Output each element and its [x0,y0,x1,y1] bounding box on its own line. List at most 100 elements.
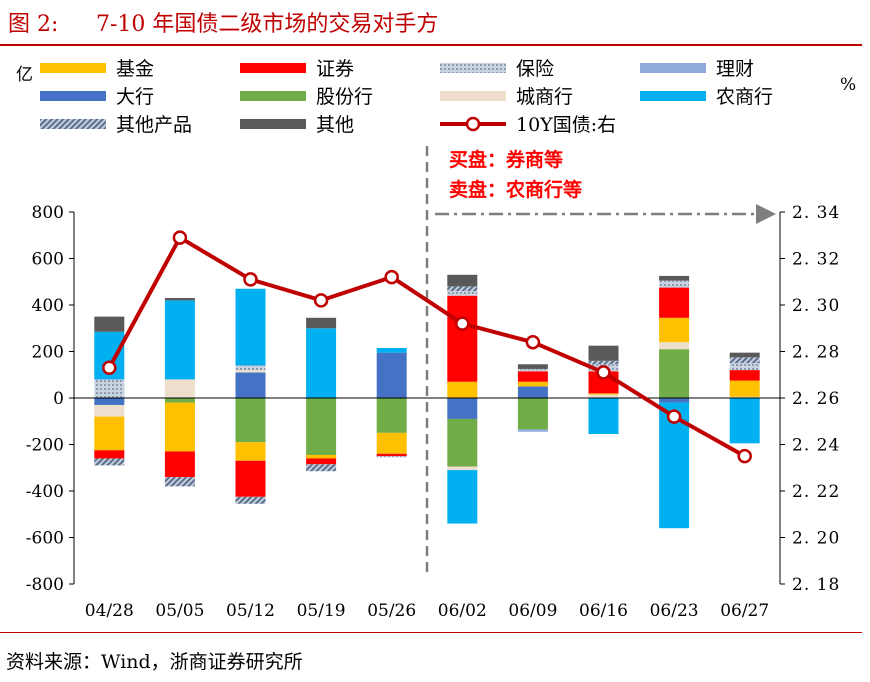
legend-label: 理财 [716,58,754,80]
bar-segment [517,364,548,369]
bar-segment [447,398,478,419]
bar-segment [376,456,407,458]
x-tick-label: 05/05 [155,601,204,621]
bar-segment [517,398,548,430]
legend-item-6: 城商行 [440,86,573,108]
yield-point [102,360,117,376]
legend-swatch [640,91,706,101]
legend-item-8: 其他产品 [40,114,192,136]
bar-segment [517,429,548,432]
bar-segment [235,460,266,497]
bar-segment [659,287,690,318]
bar-segment [659,342,690,350]
line-series [102,230,752,464]
bar-segment [729,370,760,381]
right-tick-label: 2. 32 [792,250,840,270]
legend-item-4: 大行 [40,86,154,108]
bar-segment [306,464,337,472]
legend-swatch [440,63,506,73]
right-tick-label: 2. 18 [792,575,840,595]
legend-swatch [240,91,306,101]
yield-point [596,365,611,380]
bar-segment [729,398,760,444]
bar-segment [729,363,760,371]
legend-item-2: 保险 [440,58,554,80]
bar-segment [94,404,125,417]
yield-point [172,230,188,245]
bar-segment [729,380,760,397]
title-divider [0,44,862,46]
x-axis: 04/28 05/05 05/12 05/19 05/26 06/02 06/09 06/16… [85,601,769,621]
left-tick-label: 600 [32,250,64,270]
bar-segment [376,432,407,454]
bar-segment [517,371,548,382]
bar-segment [306,398,337,455]
bar-segment [164,300,195,380]
bar-segment [517,386,548,398]
bar-segment [729,352,760,358]
bar-segment [517,381,548,387]
legend-label: 保险 [516,58,554,80]
bar-segment [94,458,125,466]
bar-segment [588,398,619,435]
legend-item-3: 理财 [640,58,754,80]
left-tick-label: 800 [32,203,64,223]
bar-segment [164,298,195,301]
x-tick-label: 05/19 [297,601,346,621]
bar-segment [94,450,125,459]
legend-item-1: 证券 [240,58,354,80]
legend-item-10: 10Y国债:右 [440,114,616,136]
yield-point [737,448,752,464]
bar-segment [164,402,195,452]
left-tick-label: -200 [26,436,64,456]
yield-point [384,269,399,285]
yield-line [107,235,746,458]
legend-swatch [440,91,506,101]
source-note: 资料来源：Wind，浙商证券研究所 [6,651,303,673]
bar-segment [235,370,266,373]
bar-segment [376,352,407,398]
bar-segment [164,451,195,478]
left-tick-label: 0 [53,389,64,409]
legend-label: 大行 [116,86,154,108]
left-tick-label: 400 [32,296,64,316]
legend-label: 10Y国债:右 [516,114,616,136]
bar-segment [235,288,266,366]
bar-segment [588,345,619,361]
right-tick-label: 2. 34 [792,203,840,223]
right-tick-label: 2. 22 [792,482,840,502]
yield-point [455,316,470,331]
legend-swatch [240,63,306,73]
legend-label: 其他 [316,114,354,136]
bar-segment [94,316,125,332]
bar-segment [659,398,690,403]
bar-segment [164,398,195,403]
bar-segment [447,466,478,471]
bar-segment [376,348,407,353]
bar-segment [659,275,690,281]
figure-title: 图 2: 7-10 年国债二级市场的交易对手方 [8,6,438,38]
right-axis-unit: % [840,75,856,95]
legend-label: 城商行 [516,86,573,108]
sell-side-annotation: 卖盘：农商行等 [449,178,582,201]
left-tick-label: -600 [26,529,64,549]
legend-item-9: 其他 [240,114,354,136]
bar-segment [235,372,266,398]
bar-segment [588,394,619,398]
x-tick-label: 06/23 [650,601,699,621]
x-tick-label: 05/12 [226,601,275,621]
x-tick-label: 06/27 [720,601,769,621]
x-tick-label: 04/28 [85,601,134,621]
x-tick-label: 06/02 [438,601,487,621]
bar-segment [517,368,548,372]
legend-label: 股份行 [316,86,373,108]
legend-label: 农商行 [716,86,773,108]
bar-segment [376,398,407,433]
left-tick-label: -800 [26,575,64,595]
figure-title-text: 7-10 年国债二级市场的交易对手方 [96,12,439,37]
bar-segment [94,379,125,398]
yield-point [525,334,541,350]
x-tick-label: 06/09 [508,601,557,621]
legend-swatch [40,63,106,73]
